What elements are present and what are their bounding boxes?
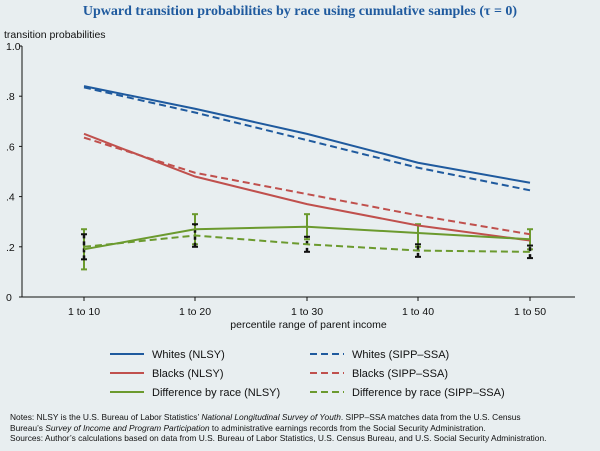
y-tick-label: .6 xyxy=(6,141,15,153)
notes-line-2: Bureau’s Survey of Income and Program Pa… xyxy=(10,423,595,434)
axes: 0 .2 .4 .6 .8 1.0 1 to 10 1 to 20 1 to 30 1 to 40… xyxy=(6,41,575,318)
x-tick-label: 1 to 40 xyxy=(402,306,434,318)
x-axis-label: percentile range of parent income xyxy=(230,319,387,331)
series-line xyxy=(83,85,531,184)
x-tick-label: 1 to 30 xyxy=(291,306,323,318)
sources-line: Sources: Author’s calculations based on … xyxy=(10,433,547,444)
legend-label: Blacks (NLSY) xyxy=(152,368,224,380)
series-line xyxy=(83,132,531,242)
notes-line-1a: Notes: NLSY is the U.S. Bureau of Labor … xyxy=(10,412,199,422)
x-tick-label: 1 to 10 xyxy=(68,306,100,318)
legend: Whites (NLSY) Whites (SIPP–SSA) Blacks (NL… xyxy=(110,349,505,399)
notes-line-1: Notes: NLSY is the U.S. Bureau of Labor … xyxy=(10,412,595,423)
series-line xyxy=(83,234,531,253)
legend-label: Difference by race (NLSY) xyxy=(152,387,280,399)
series-line xyxy=(83,136,531,236)
y-tick-label: .8 xyxy=(6,91,15,103)
notes-line-1c: . SIPP–SSA matches data from the U.S. Ce… xyxy=(340,412,521,422)
notes-line-2b: Survey of Income and Program Participati… xyxy=(45,422,210,433)
notes-line-2c: to administrative earnings records from … xyxy=(211,422,486,433)
chart-title: Upward transition probabilities by race … xyxy=(82,4,518,19)
notes-line-2a: Bureau’s xyxy=(10,422,43,433)
legend-label: Difference by race (SIPP–SSA) xyxy=(352,387,505,399)
y-tick-label: 1.0 xyxy=(6,41,21,53)
legend-label: Whites (NLSY) xyxy=(152,349,225,361)
series-line xyxy=(83,225,531,251)
y-tick-label: 0 xyxy=(6,292,12,304)
notes: Notes: NLSY is the U.S. Bureau of Labor … xyxy=(10,412,595,444)
legend-label: Whites (SIPP–SSA) xyxy=(352,349,449,361)
line-chart: transition probabilities percentile rang… xyxy=(4,29,575,399)
notes-line-1b: National Longitudinal Survey of Youth xyxy=(201,412,341,422)
legend-label: Blacks (SIPP–SSA) xyxy=(352,368,448,380)
series-line xyxy=(83,86,531,192)
x-tick-label: 1 to 20 xyxy=(179,306,211,318)
y-tick-label: .2 xyxy=(6,242,15,254)
y-axis-label: transition probabilities xyxy=(4,29,106,41)
series-lines xyxy=(83,85,531,253)
y-tick-label: .4 xyxy=(6,192,15,204)
x-tick-label: 1 to 50 xyxy=(514,306,546,318)
